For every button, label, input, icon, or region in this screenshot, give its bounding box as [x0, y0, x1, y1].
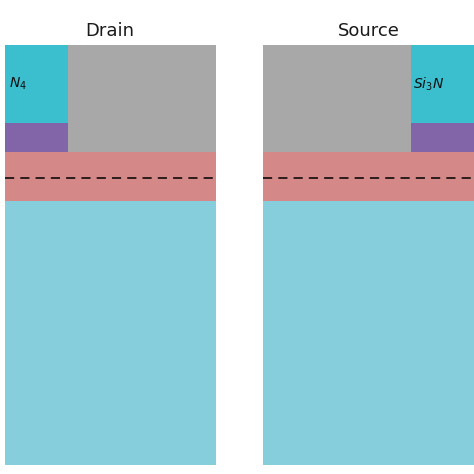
- Bar: [263, 45, 410, 152]
- Text: $N_4$: $N_4$: [9, 76, 27, 92]
- Text: $Si_3N$: $Si_3N$: [413, 75, 444, 93]
- Bar: [5, 123, 68, 152]
- Text: Source: Source: [337, 22, 400, 40]
- Text: Drain: Drain: [86, 22, 135, 40]
- Bar: [5, 201, 216, 465]
- Bar: [410, 123, 474, 152]
- Bar: [263, 201, 474, 465]
- Bar: [5, 45, 68, 123]
- Bar: [5, 152, 216, 201]
- Bar: [263, 152, 474, 201]
- Bar: [68, 45, 216, 152]
- Bar: [410, 45, 474, 123]
